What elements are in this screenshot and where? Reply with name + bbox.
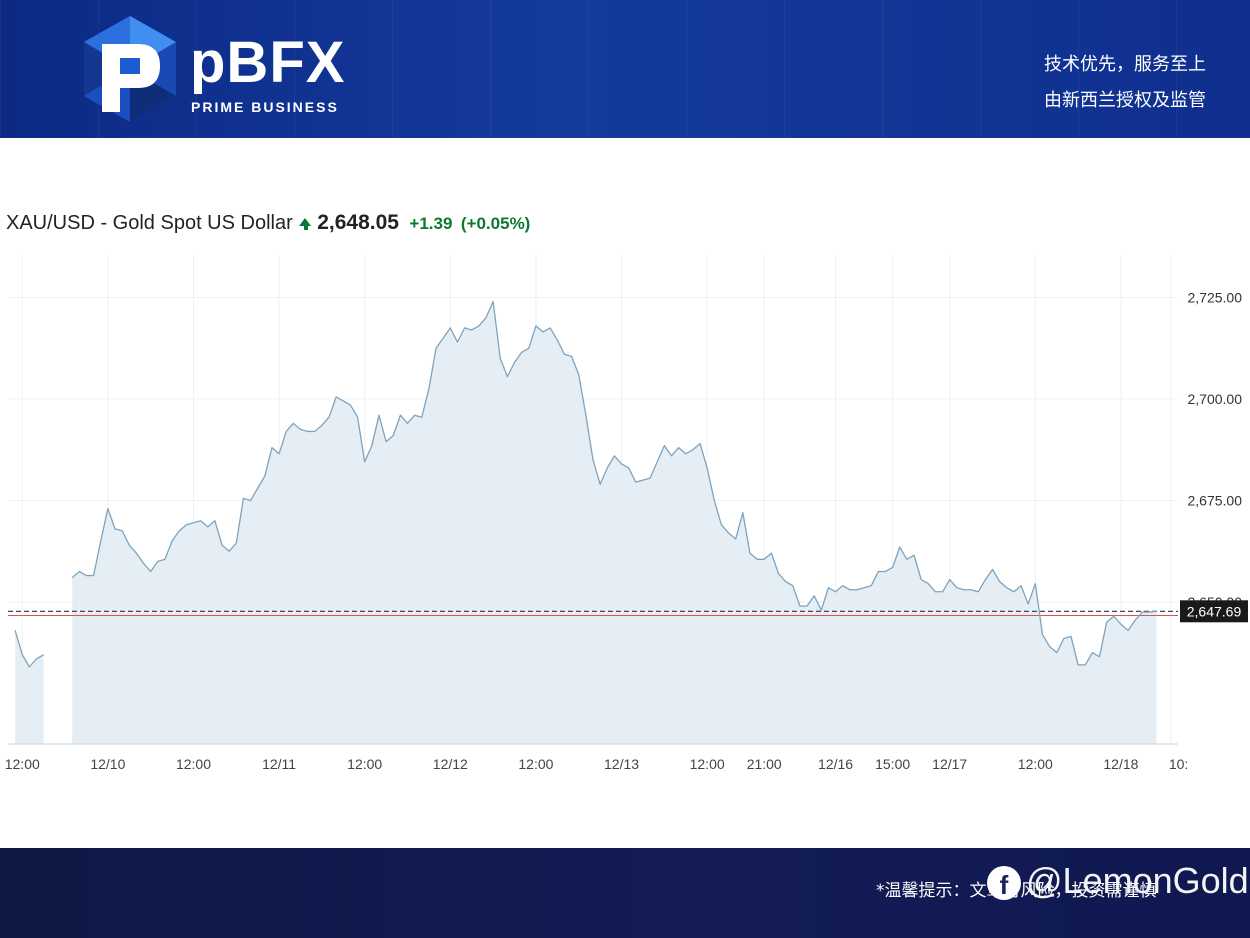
quote-header: XAU/USD - Gold Spot US Dollar 2,648.05 +…: [6, 208, 530, 238]
x-tick-label: 10:: [1169, 756, 1188, 772]
instrument-name: XAU/USD - Gold Spot US Dollar: [6, 212, 293, 234]
x-tick-label: 12:00: [347, 756, 382, 772]
x-tick-label: 21:00: [747, 756, 782, 772]
price-change: +1.39: [409, 214, 453, 233]
price-area-fill: [72, 301, 1157, 744]
x-tick-label: 12/12: [433, 756, 468, 772]
x-tick-label: 12/13: [604, 756, 639, 772]
price-line: [71, 300, 1157, 666]
logo-tagline: PRIME BUSINESS: [191, 99, 339, 115]
y-tick-label: 2,725.00: [1188, 289, 1243, 305]
slogan-line-1: 技术优先，服务至上: [1044, 54, 1206, 75]
up-arrow-icon: [298, 218, 311, 226]
price-change-percent: (+0.05%): [460, 214, 531, 233]
x-tick-label: 12:00: [5, 756, 40, 772]
x-tick-label: 12/18: [1103, 756, 1138, 772]
header-banner: pBFX PRIME BUSINESS 技术优先，服务至上 由新西兰授权及监管: [0, 0, 1250, 138]
brand-logo[interactable]: pBFX PRIME BUSINESS: [80, 14, 350, 124]
price-chart[interactable]: 2,650.002,675.002,700.002,725.002,647.69…: [0, 250, 1250, 790]
y-tick-label: 2,675.00: [1188, 492, 1243, 508]
logo-wordmark: pBFX: [190, 30, 346, 95]
last-price: 2,648.05: [317, 211, 399, 234]
x-tick-label: 12/16: [818, 756, 853, 772]
footer-banner: *温馨提示：文章有风险，投资需谨慎 f @LemonGold: [0, 848, 1250, 938]
x-tick-label: 12:00: [1018, 756, 1053, 772]
x-tick-label: 12/17: [932, 756, 967, 772]
header-background-pattern: [0, 0, 1250, 138]
social-handle[interactable]: @LemonGold: [1026, 860, 1249, 901]
price-area-fill: [15, 630, 44, 744]
y-tick-label: 2,700.00: [1188, 391, 1243, 407]
slogan-line-2: 由新西兰授权及监管: [1044, 90, 1206, 111]
facebook-icon[interactable]: f: [987, 866, 1021, 900]
x-tick-label: 12:00: [176, 756, 211, 772]
x-tick-label: 15:00: [875, 756, 910, 772]
x-tick-label: 12:00: [518, 756, 553, 772]
current-price-label: 2,647.69: [1187, 603, 1242, 619]
x-tick-label: 12/11: [262, 756, 296, 772]
up-arrow-stem: [303, 224, 308, 230]
price-line: [14, 630, 44, 668]
current-price-badge: [1180, 600, 1248, 623]
x-tick-label: 12/10: [90, 756, 125, 772]
pbfx-hexagon-logo-icon: [84, 16, 176, 122]
x-tick-label: 12:00: [690, 756, 725, 772]
